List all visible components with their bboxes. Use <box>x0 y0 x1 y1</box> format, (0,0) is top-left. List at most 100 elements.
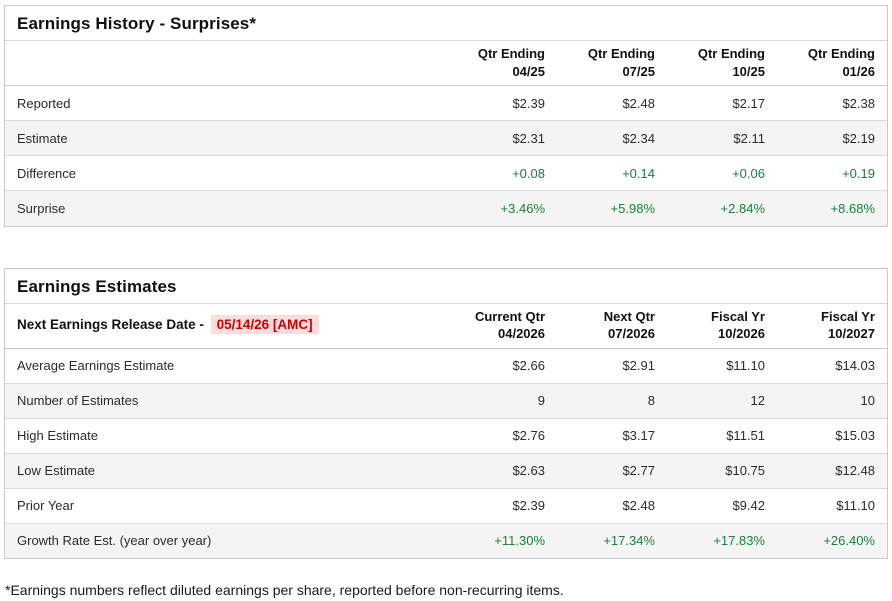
cell-value: $2.38 <box>842 95 875 111</box>
column-header-line2: 07/25 <box>622 63 655 79</box>
history-header-row: Qtr Ending 04/25 Qtr Ending 07/25 Qtr Ending… <box>5 41 887 87</box>
column-header-line1: Qtr Ending <box>697 46 765 61</box>
history-header-spacer <box>5 41 447 87</box>
cell-value: $14.03 <box>835 358 875 374</box>
cell-value: $2.48 <box>557 487 667 524</box>
cell-value: +5.98% <box>557 190 667 226</box>
cell-value: 10 <box>777 382 887 419</box>
cell-value: +0.08 <box>447 155 557 191</box>
table-row: Difference +0.08 +0.14 +0.06 +0.19 <box>5 155 887 191</box>
column-header-line1: Qtr Ending <box>587 46 655 61</box>
column-header-line1: Qtr Ending <box>477 46 545 61</box>
cell-value: +0.14 <box>557 155 667 191</box>
table-row: High Estimate $2.76 $3.17 $11.51 $15.03 <box>5 417 887 454</box>
row-label: Reported <box>17 95 71 111</box>
estimates-header-row: Next Earnings Release Date - 05/14/26 [A… <box>5 303 887 349</box>
earnings-estimates-table: Next Earnings Release Date - 05/14/26 [A… <box>5 303 887 559</box>
column-header: Qtr Ending 01/26 <box>777 41 887 87</box>
cell-value: $2.77 <box>557 452 667 489</box>
cell-value: $11.10 <box>726 358 765 374</box>
row-label: Number of Estimates <box>5 382 447 419</box>
cell-value: $10.75 <box>667 452 777 489</box>
cell-value: $2.39 <box>512 95 545 111</box>
cell-value: +17.34% <box>557 522 667 559</box>
cell-value: $2.66 <box>512 358 545 374</box>
next-earnings-release-date: 05/14/26 [AMC] <box>210 315 319 335</box>
table-row: Surprise +3.46% +5.98% +2.84% +8.68% <box>5 190 887 226</box>
cell-value: $2.63 <box>447 452 557 489</box>
column-header-line2: 04/2026 <box>498 326 545 342</box>
cell-value: $2.76 <box>447 417 557 454</box>
column-header-line1: Current Qtr <box>474 308 545 324</box>
column-header-line2: 07/2026 <box>608 326 655 342</box>
cell-value: $2.48 <box>622 95 655 111</box>
row-label: Average Earnings Estimate <box>17 358 175 374</box>
cell-value: $3.17 <box>557 417 667 454</box>
row-label: Prior Year <box>5 487 447 524</box>
column-header: Current Qtr 04/2026 <box>447 303 557 349</box>
cell-value: 12 <box>667 382 777 419</box>
cell-value: +0.19 <box>777 155 887 191</box>
column-header-line1: Next Qtr <box>603 308 655 324</box>
row-label: Growth Rate Est. (year over year) <box>5 522 447 559</box>
estimates-table-body: Average Earnings Estimate $2.66 $2.91 $11.1… <box>5 348 887 559</box>
earnings-footnote: *Earnings numbers reflect diluted earnin… <box>5 582 564 599</box>
cell-value: $2.31 <box>447 120 557 156</box>
table-row: Prior Year $2.39 $2.48 $9.42 $11.10 <box>5 487 887 524</box>
cell-value: $11.51 <box>667 417 777 454</box>
earnings-estimates-panel: Earnings Estimates Next Earnings Release… <box>4 267 888 560</box>
cell-value: $11.10 <box>777 487 887 524</box>
table-row: Low Estimate $2.63 $2.77 $10.75 $12.48 <box>5 452 887 489</box>
next-earnings-release-cell: Next Earnings Release Date - 05/14/26 [A… <box>5 303 447 349</box>
cell-value: 8 <box>557 382 667 419</box>
earnings-history-title: Earnings History - Surprises* <box>5 6 887 41</box>
cell-value: +8.68% <box>777 190 887 226</box>
earnings-history-panel: Earnings History - Surprises* Qtr Ending… <box>4 5 888 227</box>
cell-value: +17.83% <box>667 522 777 559</box>
table-row: Growth Rate Est. (year over year) +11.30%… <box>5 522 887 559</box>
history-table-body: Reported $2.39 $2.48 $2.17 $2.38 Estimate $2.3… <box>5 86 887 226</box>
row-label: Difference <box>5 155 447 191</box>
earnings-history-table: Qtr Ending 04/25 Qtr Ending 07/25 Qtr Ending… <box>5 41 887 226</box>
earnings-estimates-title: Earnings Estimates <box>5 269 887 304</box>
cell-value: $12.48 <box>777 452 887 489</box>
table-row: Average Earnings Estimate $2.66 $2.91 $11.1… <box>5 348 887 383</box>
next-earnings-release-label: Next Earnings Release Date - <box>17 317 204 333</box>
cell-value: $2.39 <box>447 487 557 524</box>
column-header: Qtr Ending 04/25 <box>447 41 557 87</box>
cell-value: +2.84% <box>667 190 777 226</box>
column-header-line1: Fiscal Yr <box>821 308 875 324</box>
column-header-line2: 01/26 <box>842 63 875 79</box>
column-header: Qtr Ending 07/25 <box>557 41 667 87</box>
row-label: Low Estimate <box>5 452 447 489</box>
column-header: Fiscal Yr 10/2027 <box>777 303 887 349</box>
column-header-line1: Qtr Ending <box>807 46 875 61</box>
cell-value: +0.06 <box>667 155 777 191</box>
table-row: Estimate $2.31 $2.34 $2.11 $2.19 <box>5 120 887 156</box>
cell-value: $15.03 <box>777 417 887 454</box>
column-header-line2: 10/2027 <box>828 326 875 342</box>
cell-value: $2.91 <box>622 358 655 374</box>
column-header: Fiscal Yr 10/2026 <box>667 303 777 349</box>
column-header-line1: Fiscal Yr <box>711 308 765 324</box>
cell-value: $2.34 <box>557 120 667 156</box>
column-header: Qtr Ending 10/25 <box>667 41 777 87</box>
column-header-line2: 04/25 <box>512 63 545 79</box>
table-row: Number of Estimates 9 8 12 10 <box>5 382 887 419</box>
column-header: Next Qtr 07/2026 <box>557 303 667 349</box>
row-label: Estimate <box>5 120 447 156</box>
cell-value: +3.46% <box>447 190 557 226</box>
row-label: Surprise <box>5 190 447 226</box>
cell-value: $2.17 <box>732 95 765 111</box>
table-row: Reported $2.39 $2.48 $2.17 $2.38 <box>5 86 887 121</box>
cell-value: +11.30% <box>447 522 557 559</box>
cell-value: $9.42 <box>667 487 777 524</box>
row-label: High Estimate <box>5 417 447 454</box>
cell-value: +26.40% <box>777 522 887 559</box>
column-header-line2: 10/2026 <box>718 326 765 342</box>
cell-value: $2.19 <box>777 120 887 156</box>
cell-value: 9 <box>447 382 557 419</box>
column-header-line2: 10/25 <box>732 63 765 79</box>
cell-value: $2.11 <box>667 120 777 156</box>
